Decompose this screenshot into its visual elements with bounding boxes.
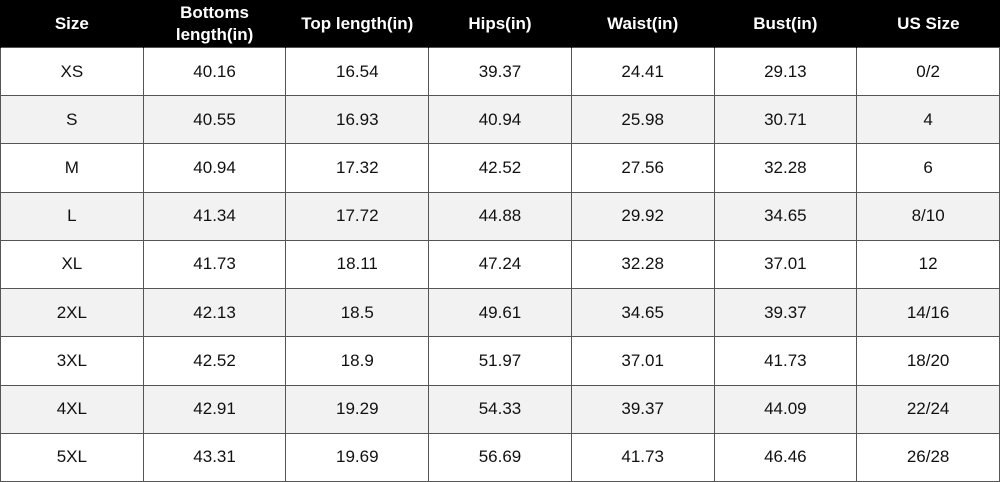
table-cell: 6 — [856, 143, 1000, 193]
table-cell: 40.16 — [142, 46, 287, 97]
table-cell: 16.93 — [285, 95, 430, 145]
table-cell: 19.29 — [285, 384, 430, 434]
table-cell: XS — [0, 46, 144, 97]
header-cell: Bottoms length(in) — [142, 0, 286, 48]
table-cell: 56.69 — [428, 432, 572, 482]
table-cell: 25.98 — [570, 95, 715, 145]
table-cell: 42.91 — [142, 384, 287, 434]
table-cell: 3XL — [0, 336, 144, 386]
table-cell: 41.34 — [142, 191, 287, 241]
header-cell: Top length(in) — [285, 0, 429, 48]
header-cell: Waist(in) — [570, 0, 715, 48]
table-cell: 42.13 — [142, 288, 287, 338]
table-cell: 5XL — [0, 432, 144, 482]
table-header: Size Bottoms length(in) Top length(in) Hips… — [0, 0, 1000, 48]
table-cell: 51.97 — [428, 336, 572, 386]
table-cell: 44.88 — [428, 191, 572, 241]
table-cell: 41.73 — [570, 432, 715, 482]
table-cell: 46.46 — [713, 432, 858, 482]
table-cell: 44.09 — [713, 384, 858, 434]
table-cell: 18.11 — [285, 239, 430, 290]
table-cell: 29.13 — [713, 46, 858, 97]
table-row: L 41.34 17.72 44.88 29.92 34.65 8/10 — [0, 191, 1000, 241]
table-cell: 12 — [856, 239, 1000, 290]
table-cell: 41.73 — [713, 336, 858, 386]
table-cell: S — [0, 95, 144, 145]
table-row: XS 40.16 16.54 39.37 24.41 29.13 0/2 — [0, 46, 1000, 97]
table-cell: 24.41 — [570, 46, 715, 97]
table-cell: M — [0, 143, 144, 193]
table-cell: 29.92 — [570, 191, 715, 241]
table-cell: 18.5 — [285, 288, 430, 338]
table-cell: 22/24 — [856, 384, 1000, 434]
table-cell: 27.56 — [570, 143, 715, 193]
table-cell: 17.32 — [285, 143, 430, 193]
table-cell: 18.9 — [285, 336, 430, 386]
table-row: 2XL 42.13 18.5 49.61 34.65 39.37 14/16 — [0, 288, 1000, 338]
table-cell: 32.28 — [570, 239, 715, 290]
table-cell: 18/20 — [856, 336, 1000, 386]
table-cell: 4 — [856, 95, 1000, 145]
table-cell: 37.01 — [570, 336, 715, 386]
table-cell: 19.69 — [285, 432, 430, 482]
header-cell: US Size — [856, 0, 1000, 48]
table-row: 3XL 42.52 18.9 51.97 37.01 41.73 18/20 — [0, 336, 1000, 386]
table-cell: 34.65 — [713, 191, 858, 241]
table-cell: 43.31 — [142, 432, 287, 482]
table-cell: 17.72 — [285, 191, 430, 241]
table-cell: 34.65 — [570, 288, 715, 338]
table-row: 4XL 42.91 19.29 54.33 39.37 44.09 22/24 — [0, 384, 1000, 434]
table-cell: 37.01 — [713, 239, 858, 290]
table-cell: 39.37 — [713, 288, 858, 338]
table-cell: 39.37 — [570, 384, 715, 434]
table-row: M 40.94 17.32 42.52 27.56 32.28 6 — [0, 143, 1000, 193]
table-cell: 2XL — [0, 288, 144, 338]
header-cell: Bust(in) — [713, 0, 857, 48]
table-cell: 30.71 — [713, 95, 858, 145]
header-cell: Size — [0, 0, 144, 48]
table-cell: 42.52 — [142, 336, 287, 386]
table-cell: 41.73 — [142, 239, 287, 290]
table-cell: 32.28 — [713, 143, 858, 193]
table-cell: 49.61 — [428, 288, 572, 338]
header-row: Size Bottoms length(in) Top length(in) Hips… — [0, 0, 1000, 48]
table-cell: 54.33 — [428, 384, 572, 434]
table-cell: 40.55 — [142, 95, 287, 145]
table-cell: 16.54 — [285, 46, 430, 97]
table-cell: L — [0, 191, 144, 241]
table-cell: 4XL — [0, 384, 144, 434]
table-cell: 47.24 — [428, 239, 572, 290]
header-cell: Hips(in) — [428, 0, 572, 48]
table-cell: 26/28 — [856, 432, 1000, 482]
table-cell: 8/10 — [856, 191, 1000, 241]
table-cell: XL — [0, 239, 144, 290]
table-row: XL 41.73 18.11 47.24 32.28 37.01 12 — [0, 239, 1000, 290]
table-cell: 40.94 — [428, 95, 572, 145]
table-cell: 14/16 — [856, 288, 1000, 338]
table-row: S 40.55 16.93 40.94 25.98 30.71 4 — [0, 95, 1000, 145]
table-row: 5XL 43.31 19.69 56.69 41.73 46.46 26/28 — [0, 432, 1000, 482]
table-body: XS 40.16 16.54 39.37 24.41 29.13 0/2 S 40.55 16.9… — [0, 46, 1000, 482]
table-cell: 40.94 — [142, 143, 287, 193]
table-cell: 39.37 — [428, 46, 572, 97]
table-cell: 42.52 — [428, 143, 572, 193]
table-cell: 0/2 — [856, 46, 1000, 97]
